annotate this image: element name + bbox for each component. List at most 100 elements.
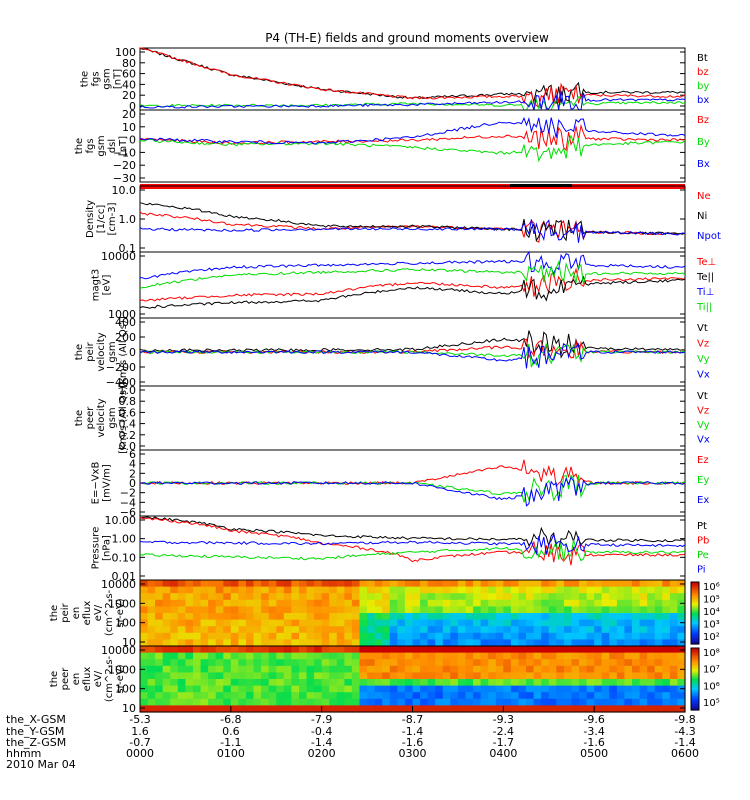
- heatmap-cell: [556, 692, 565, 700]
- heatmap-cell: [457, 586, 467, 594]
- heatmap-cell: [594, 586, 603, 594]
- heatmap-cell: [193, 659, 202, 667]
- heatmap-cell: [208, 646, 217, 654]
- y-axis-label: velocity: [96, 332, 107, 371]
- heatmap-cell: [283, 698, 292, 706]
- heatmap-cell: [276, 646, 285, 654]
- heatmap-cell: [367, 646, 376, 654]
- heatmap-cell: [488, 705, 497, 713]
- heatmap-cell: [654, 646, 663, 654]
- heatmap-cell: [579, 705, 588, 713]
- colorbar-step: [691, 611, 699, 614]
- heatmap-cell: [556, 639, 565, 647]
- y-tick-label: 40: [122, 78, 136, 91]
- heatmap-cell: [314, 626, 323, 634]
- heatmap-cell: [427, 613, 436, 621]
- heatmap-cell: [208, 705, 217, 713]
- heatmap-cell: [404, 599, 414, 607]
- x-tick-label: -0.7: [129, 736, 150, 749]
- heatmap-cell: [299, 632, 308, 640]
- heatmap-cell: [541, 698, 550, 706]
- x-tick-label: -1.7: [493, 736, 514, 749]
- heatmap-cell: [420, 672, 429, 680]
- heatmap-cell: [215, 613, 224, 621]
- heatmap-cell: [556, 652, 565, 660]
- heatmap-cell: [306, 586, 315, 594]
- y-tick-label: −20: [113, 159, 136, 172]
- heatmap-cell: [268, 626, 277, 634]
- heatmap-cell: [548, 639, 557, 647]
- panel-frame: [139, 185, 686, 253]
- heatmap-cell: [200, 639, 209, 647]
- heatmap-cell: [548, 606, 557, 614]
- heatmap-cell: [177, 639, 186, 647]
- heatmap-cell: [586, 665, 595, 673]
- heatmap-cell: [639, 685, 648, 693]
- heatmap-cell: [374, 580, 383, 588]
- heatmap-cell: [223, 679, 232, 687]
- heatmap-cell: [601, 599, 610, 607]
- heatmap-cell: [624, 646, 633, 654]
- y-tick-label: 20: [122, 89, 136, 102]
- heatmap-cell: [177, 586, 186, 594]
- heatmap-cell: [616, 639, 626, 647]
- heatmap-cell: [351, 593, 361, 601]
- heatmap-cell: [162, 619, 171, 627]
- heatmap-cell: [336, 593, 345, 601]
- heatmap-cell: [193, 698, 202, 706]
- heatmap-cell: [616, 619, 626, 627]
- heatmap-cell: [268, 672, 277, 680]
- heatmap-cell: [155, 652, 164, 660]
- heatmap-cell: [488, 613, 497, 621]
- heatmap-cell: [291, 679, 300, 687]
- heatmap-cell: [624, 639, 633, 647]
- heatmap-cell: [473, 639, 482, 647]
- heatmap-cell: [533, 613, 542, 621]
- heatmap-cell: [594, 672, 603, 680]
- heatmap-cell: [162, 672, 171, 680]
- heatmap-cell: [556, 659, 565, 667]
- colorbar-step: [691, 599, 699, 602]
- heatmap-cell: [563, 580, 573, 588]
- x-tick-label: -3.4: [583, 725, 604, 738]
- heatmap-cell: [367, 619, 376, 627]
- y-tick-label: 80: [122, 57, 136, 70]
- heatmap-cell: [571, 705, 580, 713]
- heatmap-cell: [541, 593, 550, 601]
- legend-entry-Bt: Bt: [697, 53, 708, 64]
- heatmap-cell: [359, 580, 368, 588]
- heatmap-cell: [329, 679, 338, 687]
- heatmap-cell: [533, 705, 542, 713]
- heatmap-cell: [571, 698, 580, 706]
- heatmap-cell: [306, 619, 315, 627]
- heatmap-cell: [306, 692, 315, 700]
- colorbar-step: [691, 613, 699, 616]
- heatmap-cell: [276, 692, 285, 700]
- heatmap-cell: [359, 679, 368, 687]
- colorbar-step: [691, 609, 699, 612]
- heatmap-cell: [563, 646, 573, 654]
- heatmap-cell: [541, 685, 550, 693]
- colorbar-step: [691, 663, 699, 666]
- heatmap-cell: [548, 698, 557, 706]
- heatmap-cell: [457, 632, 467, 640]
- heatmap-cell: [404, 685, 414, 693]
- heatmap-cell: [177, 613, 186, 621]
- heatmap-cell: [382, 679, 391, 687]
- colorbar-step: [691, 600, 699, 603]
- heatmap-cell: [404, 606, 414, 614]
- colorbar-frame: [690, 581, 700, 645]
- heatmap-cell: [321, 619, 330, 627]
- heatmap-cell: [579, 586, 588, 594]
- heatmap-cell: [359, 613, 368, 621]
- heatmap-cell: [208, 652, 217, 660]
- heatmap-cell: [185, 659, 194, 667]
- heatmap-cell: [669, 679, 679, 687]
- heatmap-cell: [427, 659, 436, 667]
- heatmap-cell: [404, 619, 414, 627]
- heatmap-cell: [283, 692, 292, 700]
- heatmap-cell: [473, 672, 482, 680]
- heatmap-cell: [162, 606, 171, 614]
- heatmap-cell: [162, 685, 171, 693]
- heatmap-cell: [647, 586, 656, 594]
